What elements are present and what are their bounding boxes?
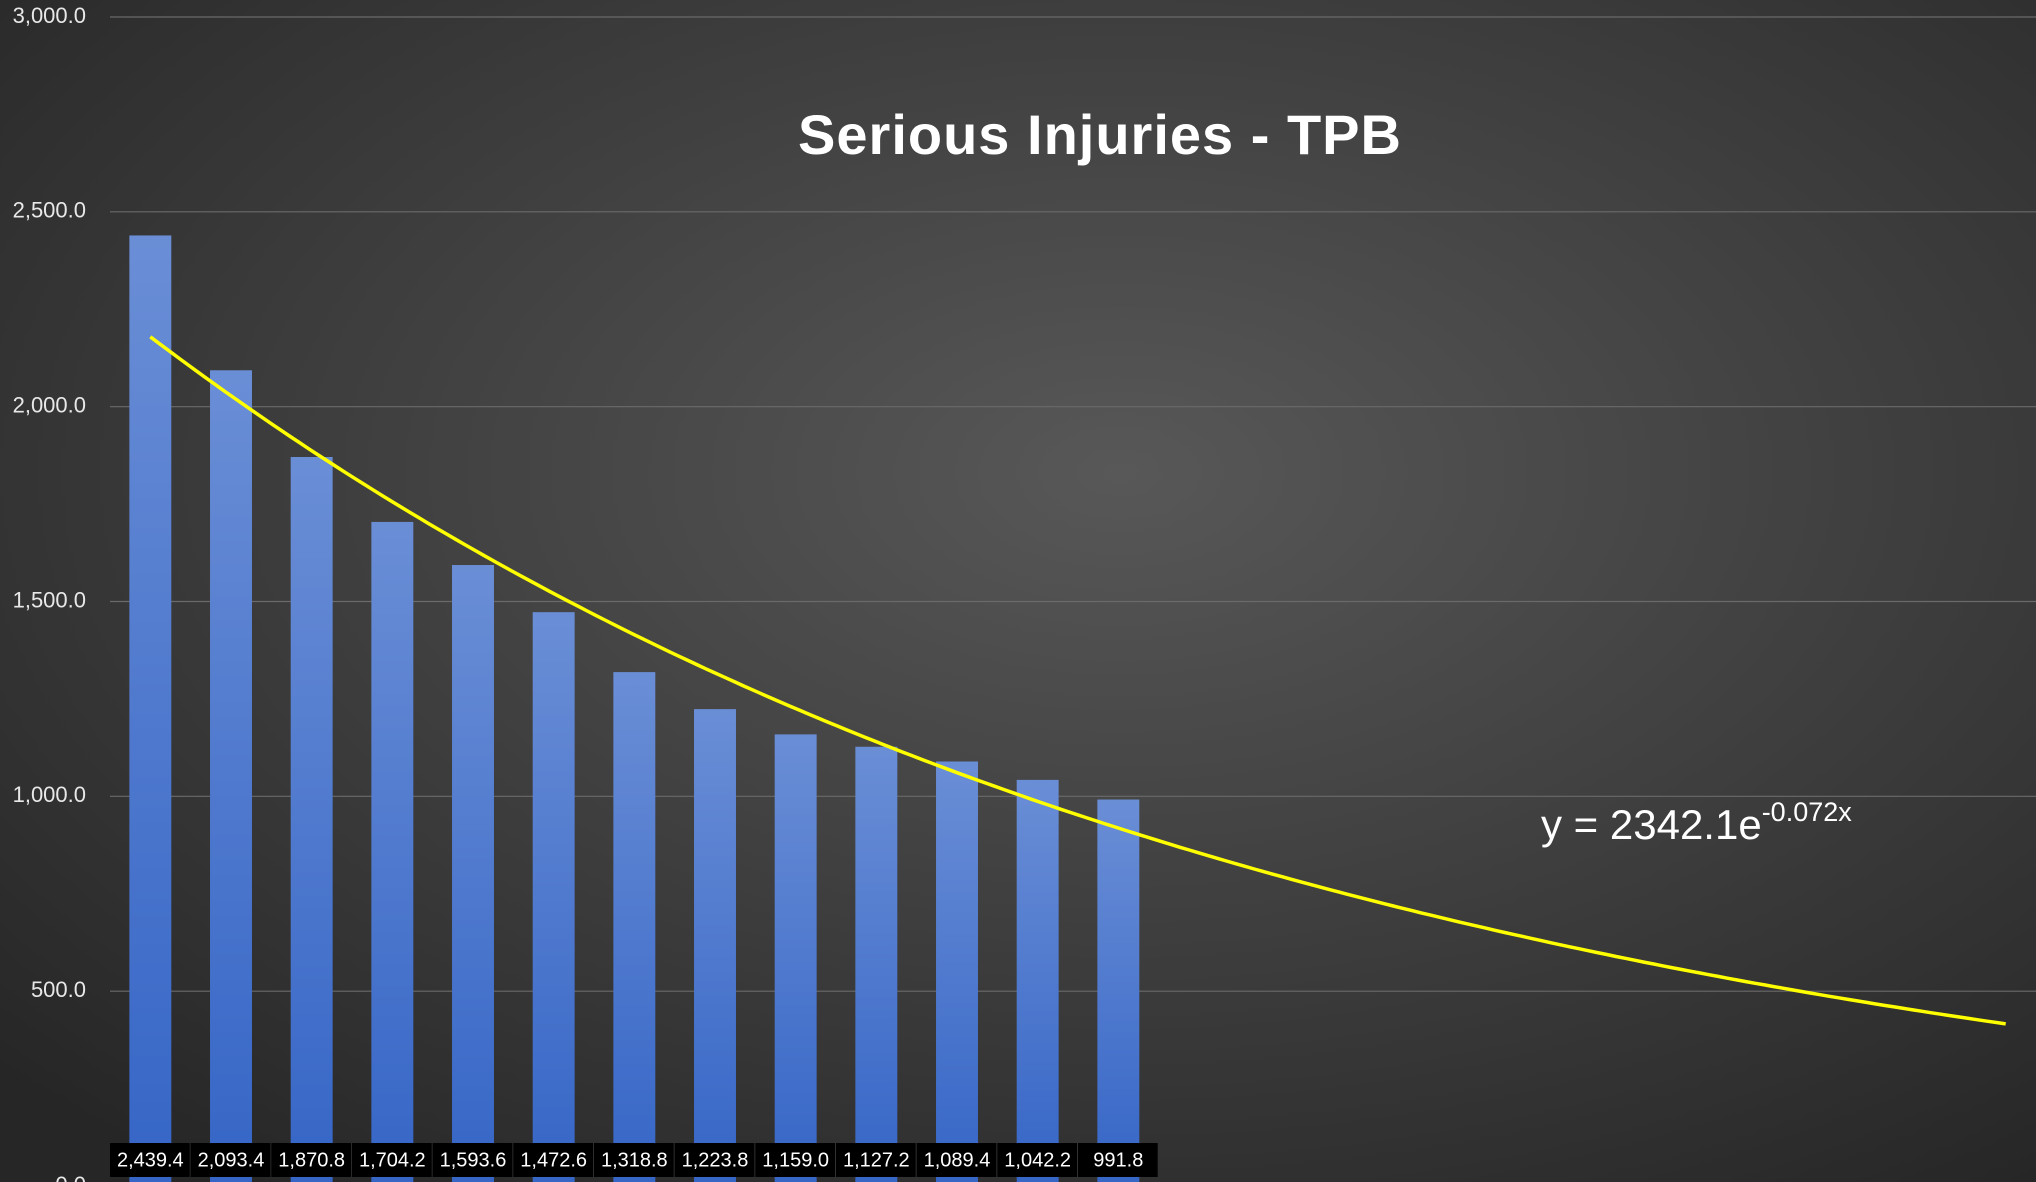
data-label: 1,704.2 [359, 1149, 426, 1171]
y-tick-label: 2,000.0 [13, 392, 86, 417]
bar [129, 235, 172, 1182]
equation-exponent: -0.072x [1762, 797, 1853, 827]
data-label-box [1078, 1143, 1158, 1177]
bar [855, 746, 898, 1182]
y-tick-label: 2,500.0 [13, 198, 86, 223]
data-label: 1,318.8 [601, 1149, 668, 1171]
trendline [149, 335, 2006, 1026]
data-label: 1,472.6 [520, 1149, 587, 1171]
data-label-box [755, 1143, 835, 1177]
data-label: 1,159.0 [762, 1149, 829, 1171]
bar [613, 672, 656, 1182]
y-tick-label: 3,000.0 [13, 3, 86, 28]
data-label-box [997, 1143, 1077, 1177]
bar [1097, 799, 1140, 1182]
data-label-box [674, 1143, 755, 1177]
data-label: 2,093.4 [198, 1149, 265, 1171]
trendline-equation: y = 2342.1e-0.072x [1541, 797, 1852, 848]
bar [1016, 779, 1059, 1182]
equation-base: y = 2342.1e [1541, 801, 1762, 848]
data-label: 1,870.8 [278, 1149, 345, 1171]
data-label: 1,593.6 [440, 1149, 507, 1171]
data-label: 1,127.2 [843, 1149, 910, 1171]
bar [290, 457, 333, 1182]
bar [532, 612, 575, 1182]
data-label-box [916, 1143, 997, 1177]
data-label: 1,089.4 [924, 1149, 991, 1171]
data-label-box [190, 1143, 271, 1177]
bar [452, 565, 494, 1182]
data-label-box [110, 1143, 190, 1177]
data-label: 2,439.4 [117, 1149, 184, 1171]
data-label-box [352, 1143, 432, 1177]
data-label-box [594, 1143, 674, 1177]
data-label: 1,223.8 [682, 1149, 749, 1171]
data-label: 991.8 [1093, 1149, 1143, 1171]
bar [936, 761, 978, 1182]
bar [774, 734, 817, 1182]
bar [371, 521, 414, 1182]
chart-title: Serious Injuries - TPB [798, 103, 1402, 166]
data-label-box [432, 1143, 513, 1177]
data-label-box [271, 1143, 351, 1177]
y-tick-label: 0.0 [55, 1172, 86, 1182]
y-tick-label: 500.0 [31, 977, 86, 1002]
data-label-box [836, 1143, 916, 1177]
data-label-box [513, 1143, 593, 1177]
bar [694, 709, 736, 1182]
y-tick-label: 1,500.0 [13, 587, 86, 612]
data-label: 1,042.2 [1004, 1149, 1071, 1171]
y-tick-label: 1,000.0 [13, 782, 86, 807]
bar [210, 370, 252, 1182]
